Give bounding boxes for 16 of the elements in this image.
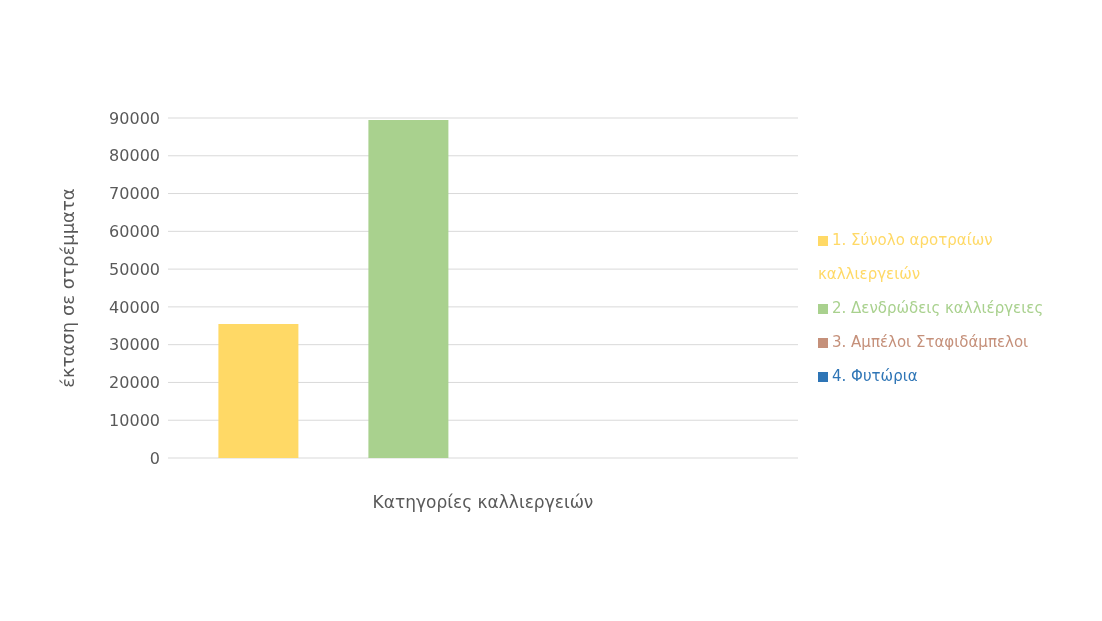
y-tick-label: 50000 — [109, 259, 160, 279]
y-tick-label: 30000 — [109, 335, 160, 355]
legend-label: 2. Δενδρώδεις καλλιέργειες — [832, 299, 1044, 317]
legend-label: 3. Αμπέλοι Σταφιδάμπελοι — [832, 333, 1029, 351]
legend-label: 4. Φυτώρια — [832, 367, 918, 385]
legend-label: 1. Σύνολο αροτραίων καλλιεργειών — [818, 231, 993, 283]
y-tick-label: 10000 — [109, 410, 160, 430]
y-tick-label: 90000 — [109, 108, 160, 128]
y-tick-label: 0 — [149, 448, 160, 468]
y-axis-title: έκταση σε στρέμματα — [57, 188, 79, 388]
y-tick-label: 40000 — [109, 297, 160, 317]
x-axis-title: Κατηγορίες καλλιεργειών — [372, 492, 594, 512]
y-tick-label: 60000 — [109, 222, 160, 242]
y-tick-label: 80000 — [109, 146, 160, 166]
y-tick-label: 70000 — [109, 184, 160, 204]
y-tick-label: 20000 — [109, 373, 160, 393]
